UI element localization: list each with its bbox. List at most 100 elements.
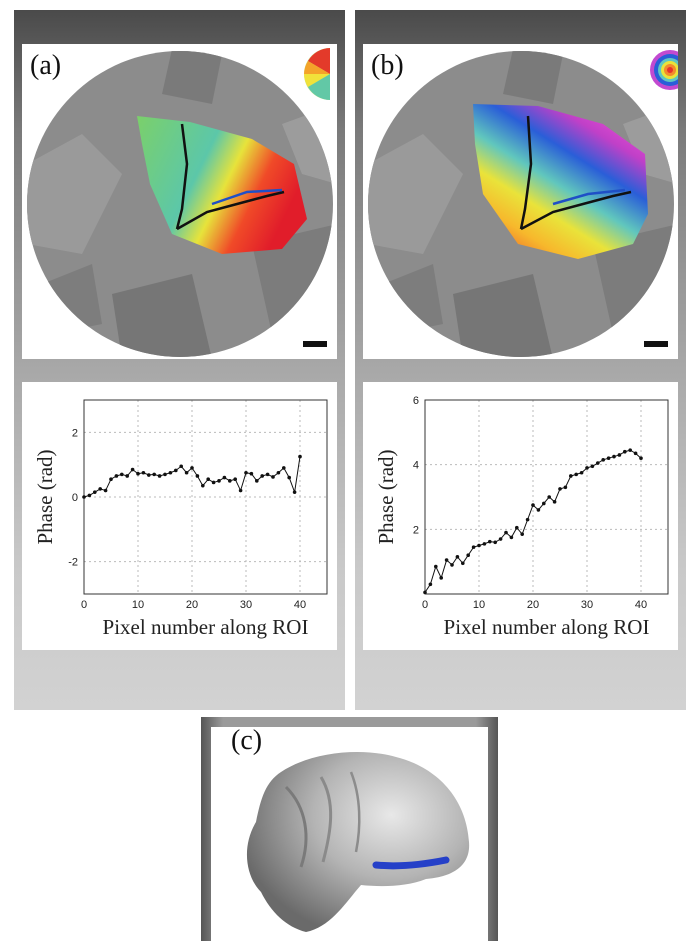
panel-b-flatmap: (b)	[363, 44, 678, 359]
data-point	[217, 479, 221, 483]
data-point	[428, 582, 433, 587]
panel-c-brain-render: (c)	[201, 717, 498, 941]
activation-map-b	[473, 104, 648, 259]
x-axis-title: Pixel number along ROI	[444, 615, 650, 639]
data-point	[184, 470, 189, 475]
data-point	[147, 473, 151, 477]
data-point	[130, 467, 135, 472]
path-line	[176, 190, 285, 231]
x-tick-label: 0	[81, 599, 87, 611]
data-point	[282, 466, 286, 470]
data-point	[623, 449, 627, 454]
panel-label-a: (a)	[30, 50, 62, 81]
data-point	[569, 474, 573, 478]
y-tick-label: 2	[413, 524, 419, 536]
data-point	[98, 487, 102, 491]
data-point	[125, 474, 129, 478]
data-point	[163, 472, 167, 477]
data-point	[612, 454, 616, 459]
data-point	[504, 530, 508, 535]
x-tick-label: 10	[132, 599, 144, 611]
x-tick-label: 40	[294, 599, 306, 611]
data-point	[120, 472, 124, 477]
x-tick-label: 20	[186, 599, 198, 611]
data-point	[488, 539, 492, 544]
path-line	[175, 123, 189, 230]
y-tick-label: 2	[72, 427, 78, 439]
data-point	[461, 561, 465, 566]
data-point	[114, 474, 119, 478]
data-point	[276, 470, 281, 475]
data-point	[168, 470, 173, 475]
roi-line	[211, 188, 283, 206]
y-tick-label: 4	[413, 460, 419, 472]
panel-label-c: (c)	[231, 725, 263, 756]
data-point	[547, 495, 551, 499]
data-point	[157, 474, 162, 478]
data-point	[190, 466, 194, 470]
x-tick-label: 10	[473, 599, 485, 611]
panel-b-column: (b) 0 10 20 30 40 6 4 2 Pixel number along ROI Ph…	[355, 10, 686, 710]
sulcus	[349, 771, 361, 853]
data-point	[628, 448, 632, 452]
data-point	[477, 543, 481, 548]
data-point	[103, 488, 108, 493]
data-point	[455, 555, 460, 559]
roi-on-brain	[372, 856, 450, 870]
data-point	[423, 590, 427, 595]
data-point	[255, 479, 259, 483]
data-point	[228, 479, 232, 483]
data-point	[109, 477, 113, 482]
data-point	[298, 454, 302, 459]
data-point	[93, 490, 97, 494]
data-point	[579, 470, 584, 475]
data-point	[292, 490, 297, 494]
y-tick-label: -2	[68, 557, 78, 569]
phase-plot-b-svg: 0 10 20 30 40 6 4 2 Pixel number along ROI Phase …	[374, 395, 669, 639]
data-point	[617, 453, 622, 457]
x-tick-label: 40	[635, 599, 647, 611]
panel-label-b: (b)	[371, 50, 404, 81]
sulcus	[284, 785, 308, 868]
panel-a-phase-plot: 0 10 20 30 40 2 0 -2 Pixel number along ROI Phase…	[22, 382, 337, 650]
data-point	[471, 545, 476, 549]
data-point	[601, 458, 605, 462]
data-point	[558, 487, 562, 491]
data-point	[493, 540, 497, 545]
data-point	[244, 470, 248, 475]
data-point	[563, 485, 568, 490]
data-point	[174, 468, 178, 473]
data-point	[531, 503, 535, 507]
x-tick-label: 30	[581, 599, 593, 611]
data-point	[179, 464, 183, 469]
roi-line	[552, 188, 626, 206]
y-tick-label: 0	[72, 492, 78, 504]
data-point	[509, 535, 514, 540]
data-point	[639, 456, 643, 460]
x-tick-label: 20	[527, 599, 539, 611]
y-tick-label: 6	[413, 395, 419, 407]
data-point	[287, 475, 292, 480]
data-point	[222, 475, 227, 480]
half-disk-colormap-icon	[304, 48, 330, 100]
data-point	[536, 508, 541, 512]
data-point	[195, 474, 200, 478]
data-point	[606, 456, 611, 460]
panel-b-phase-plot: 0 10 20 30 40 6 4 2 Pixel number along ROI Phase …	[363, 382, 678, 650]
data-point	[152, 472, 156, 477]
data-point	[498, 537, 503, 541]
data-point	[450, 563, 454, 567]
brain-surface-graphic	[246, 752, 470, 932]
sulcus	[319, 776, 333, 863]
data-point	[211, 480, 216, 485]
y-axis-title: Phase (rad)	[374, 449, 398, 544]
data-point	[590, 464, 595, 469]
data-point	[82, 495, 86, 499]
data-point	[633, 451, 638, 456]
data-point	[265, 472, 270, 477]
data-point	[439, 576, 443, 580]
flatmap-a-graphic	[27, 48, 333, 357]
data-point	[585, 466, 589, 470]
data-point	[271, 475, 275, 479]
data-point	[542, 501, 546, 506]
